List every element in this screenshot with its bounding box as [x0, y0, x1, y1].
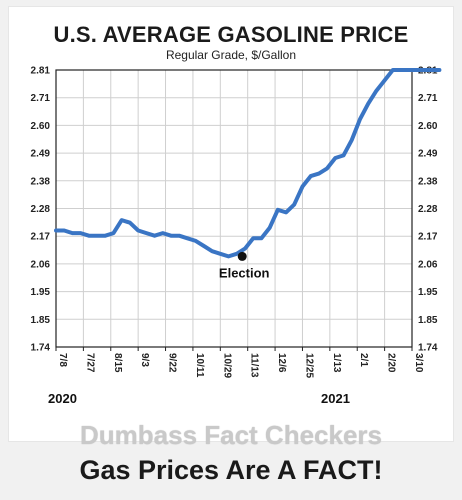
x-tick-label: 12/25 — [303, 353, 314, 378]
y-tick-label-right: 1.85 — [418, 315, 438, 326]
x-tick-label: 10/11 — [194, 353, 205, 378]
chart-title: U.S. AVERAGE GASOLINE PRICE — [53, 22, 409, 47]
y-tick-label-left: 1.85 — [31, 315, 51, 326]
y-tick-label-right: 2.38 — [418, 176, 438, 187]
chart-subtitle: Regular Grade, $/Gallon — [165, 48, 297, 62]
chart-card: U.S. AVERAGE GASOLINE PRICE Regular Grad… — [8, 6, 454, 442]
x-tick-label: 3/10 — [413, 353, 424, 373]
plot-border — [55, 69, 413, 348]
x-tick-label: 10/29 — [221, 353, 232, 378]
x-tick-label: 1/13 — [331, 353, 342, 373]
x-tick-label: 7/8 — [57, 353, 68, 367]
y-tick-label-right: 2.28 — [418, 204, 438, 215]
y-tick-label-left: 2.28 — [31, 204, 51, 215]
y-tick-label-right: 2.60 — [418, 121, 438, 132]
y-tick-label-right: 2.17 — [418, 232, 438, 243]
y-tick-label-right: 1.74 — [418, 343, 438, 354]
y-tick-label-left: 2.71 — [31, 93, 51, 104]
y-tick-label-left: 2.81 — [31, 66, 51, 77]
meme-caption-bottom: Gas Prices Are A FACT! — [79, 455, 383, 485]
y-tick-label-right: 2.71 — [418, 93, 438, 104]
y-tick-label-left: 2.49 — [31, 149, 51, 160]
election-label: Election — [219, 265, 270, 280]
x-tick-label: 12/6 — [276, 353, 287, 373]
chart-frame — [8, 6, 454, 442]
x-tick-label: 11/13 — [249, 353, 260, 378]
y-tick-label-left: 2.06 — [31, 259, 51, 270]
x-tick-label: 2/20 — [386, 353, 397, 373]
x-tick-label: 7/27 — [84, 353, 95, 373]
x-tick-label: 8/15 — [112, 353, 123, 373]
y-tick-label-left: 1.74 — [31, 343, 51, 354]
year-label-2021: 2021 — [321, 391, 350, 406]
y-tick-label-right: 2.06 — [418, 259, 438, 270]
price-series-line — [54, 68, 442, 259]
y-tick-label-left: 1.95 — [31, 287, 51, 298]
y-tick-label-left: 2.60 — [31, 121, 51, 132]
x-tick-label: 9/3 — [139, 353, 150, 367]
y-tick-label-left: 2.38 — [31, 176, 51, 187]
x-tick-label: 9/22 — [167, 353, 178, 373]
election-marker — [237, 251, 247, 261]
year-label-2020: 2020 — [48, 391, 77, 406]
y-tick-label-right: 2.49 — [418, 149, 438, 160]
meme-caption-top: Dumbass Fact Checkers — [79, 420, 383, 450]
x-tick-label: 2/1 — [358, 353, 369, 367]
y-tick-label-left: 2.17 — [31, 232, 51, 243]
chart-plot: 1.74 1.74 1.85 1.85 1.95 1.95 2.06 2.06 2.17 2.17… — [31, 66, 442, 406]
y-tick-label-right: 1.95 — [418, 287, 438, 298]
